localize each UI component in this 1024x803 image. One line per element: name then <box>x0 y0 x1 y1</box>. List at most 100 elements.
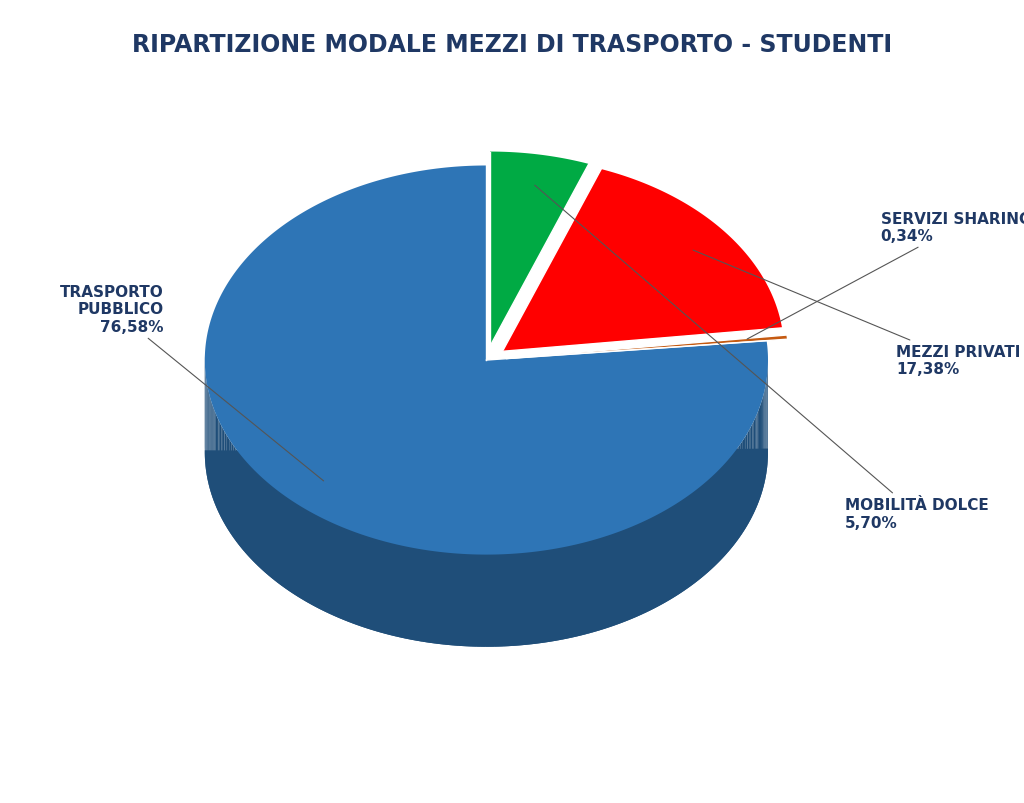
Polygon shape <box>286 497 289 591</box>
Polygon shape <box>233 446 236 541</box>
Polygon shape <box>647 518 651 612</box>
Polygon shape <box>367 536 371 630</box>
Polygon shape <box>672 504 676 599</box>
Polygon shape <box>732 453 734 548</box>
Polygon shape <box>628 527 632 621</box>
Polygon shape <box>748 430 750 525</box>
Polygon shape <box>245 460 247 555</box>
Polygon shape <box>744 436 745 531</box>
Polygon shape <box>666 508 669 603</box>
Polygon shape <box>481 555 485 647</box>
Polygon shape <box>332 523 335 617</box>
Polygon shape <box>583 542 588 635</box>
Polygon shape <box>257 473 259 568</box>
Polygon shape <box>485 555 489 647</box>
Polygon shape <box>616 532 621 625</box>
Polygon shape <box>343 528 347 622</box>
Polygon shape <box>504 554 508 646</box>
Polygon shape <box>636 524 640 618</box>
Polygon shape <box>380 540 384 634</box>
Polygon shape <box>612 533 616 626</box>
Polygon shape <box>316 516 321 609</box>
Polygon shape <box>753 422 754 516</box>
Polygon shape <box>229 441 231 536</box>
Polygon shape <box>760 403 761 499</box>
Polygon shape <box>544 550 548 643</box>
Polygon shape <box>215 411 216 507</box>
Polygon shape <box>302 507 306 601</box>
Polygon shape <box>723 464 725 559</box>
Text: SERVIZI SHARING
0,34%: SERVIZI SHARING 0,34% <box>748 211 1024 340</box>
Polygon shape <box>252 468 254 563</box>
Polygon shape <box>459 554 463 646</box>
Polygon shape <box>720 467 723 561</box>
Polygon shape <box>400 546 406 638</box>
Polygon shape <box>339 526 343 620</box>
Polygon shape <box>662 511 666 605</box>
Polygon shape <box>205 449 768 647</box>
Polygon shape <box>679 500 682 594</box>
Polygon shape <box>205 166 768 555</box>
Polygon shape <box>296 503 299 597</box>
Polygon shape <box>707 479 710 574</box>
Polygon shape <box>715 471 718 566</box>
Polygon shape <box>710 477 712 571</box>
Polygon shape <box>557 548 561 641</box>
Polygon shape <box>226 435 228 530</box>
Polygon shape <box>682 498 685 593</box>
Polygon shape <box>450 553 454 646</box>
Polygon shape <box>688 494 692 588</box>
Polygon shape <box>535 552 540 644</box>
Polygon shape <box>574 544 579 638</box>
Polygon shape <box>324 520 328 613</box>
Polygon shape <box>362 536 367 629</box>
Polygon shape <box>530 552 535 645</box>
Polygon shape <box>658 512 662 606</box>
Text: RIPARTIZIONE MODALE MEZZI DI TRASPORTO - STUDENTI: RIPARTIZIONE MODALE MEZZI DI TRASPORTO -… <box>132 33 892 57</box>
Polygon shape <box>592 540 596 633</box>
Polygon shape <box>306 510 309 604</box>
Polygon shape <box>621 530 625 624</box>
Polygon shape <box>755 416 757 511</box>
Polygon shape <box>436 552 440 644</box>
Polygon shape <box>423 550 427 642</box>
Polygon shape <box>354 532 358 626</box>
Polygon shape <box>685 495 688 590</box>
Polygon shape <box>276 491 280 585</box>
Polygon shape <box>526 552 530 645</box>
Polygon shape <box>268 483 270 577</box>
Polygon shape <box>730 456 732 551</box>
Polygon shape <box>651 516 654 610</box>
Polygon shape <box>236 449 238 544</box>
Polygon shape <box>238 452 240 547</box>
Polygon shape <box>347 529 351 623</box>
Polygon shape <box>240 454 243 549</box>
Polygon shape <box>223 429 224 524</box>
Polygon shape <box>249 466 252 560</box>
Polygon shape <box>358 534 362 627</box>
Polygon shape <box>371 538 375 631</box>
Polygon shape <box>406 547 410 639</box>
Polygon shape <box>414 548 418 641</box>
Polygon shape <box>579 543 583 636</box>
Polygon shape <box>216 414 217 509</box>
Polygon shape <box>444 552 450 646</box>
Polygon shape <box>561 547 566 640</box>
Polygon shape <box>328 521 332 615</box>
Polygon shape <box>220 423 221 518</box>
Polygon shape <box>692 491 695 585</box>
Polygon shape <box>213 408 215 503</box>
Polygon shape <box>388 543 392 636</box>
Polygon shape <box>335 524 339 618</box>
Polygon shape <box>218 420 220 516</box>
Polygon shape <box>495 555 499 647</box>
Polygon shape <box>738 445 740 540</box>
Polygon shape <box>472 555 476 647</box>
Text: MOBILITÀ DOLCE
5,70%: MOBILITÀ DOLCE 5,70% <box>535 186 988 530</box>
Polygon shape <box>503 170 782 352</box>
Polygon shape <box>751 425 753 520</box>
Polygon shape <box>489 555 495 647</box>
Polygon shape <box>293 501 296 596</box>
Polygon shape <box>463 554 467 646</box>
Polygon shape <box>759 406 760 502</box>
